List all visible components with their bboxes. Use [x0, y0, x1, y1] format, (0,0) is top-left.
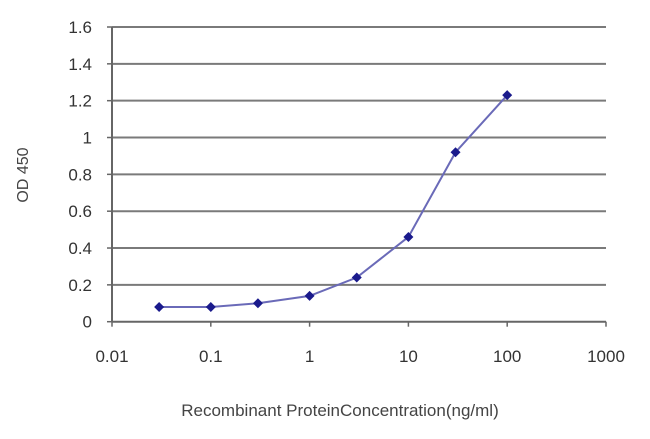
data-point: [252, 298, 263, 309]
x-tick-label: 0.01: [95, 347, 128, 366]
y-tick-label: 0.8: [68, 165, 92, 184]
y-tick-label: 0.2: [68, 276, 92, 295]
x-tick-label: 0.1: [199, 347, 223, 366]
y-tick-label: 0.6: [68, 202, 92, 221]
y-tick-label: 1.6: [68, 18, 92, 37]
gridlines: [112, 26, 606, 286]
data-point: [502, 90, 513, 101]
data-point: [154, 301, 165, 312]
x-axis-label: Recombinant ProteinConcentration(ng/ml): [181, 401, 499, 420]
x-tick-label: 1: [305, 347, 314, 366]
y-tick-label: 0.4: [68, 239, 92, 258]
series-line: [159, 94, 508, 308]
x-tick-label: 100: [493, 347, 521, 366]
data-point: [450, 147, 461, 158]
y-tick-labels: 0 0.2 0.4 0.6 0.8 1 1.2 1.4 1.6: [68, 18, 92, 332]
y-tick-label: 1: [83, 129, 92, 148]
axes: [107, 26, 607, 327]
y-axis-label: OD 450: [15, 147, 32, 202]
x-tick-label: 10: [399, 347, 418, 366]
data-point: [304, 290, 315, 301]
x-tick-label: 1000: [587, 347, 625, 366]
series: [154, 90, 513, 312]
y-tick-label: 1.4: [68, 55, 92, 74]
x-tick-labels: 0.01 0.1 1 10 100 1000: [95, 347, 624, 366]
y-tick-label: 0: [83, 313, 92, 332]
y-tick-label: 1.2: [68, 92, 92, 111]
data-point: [351, 272, 362, 283]
data-point: [403, 231, 414, 242]
data-point: [205, 301, 216, 312]
